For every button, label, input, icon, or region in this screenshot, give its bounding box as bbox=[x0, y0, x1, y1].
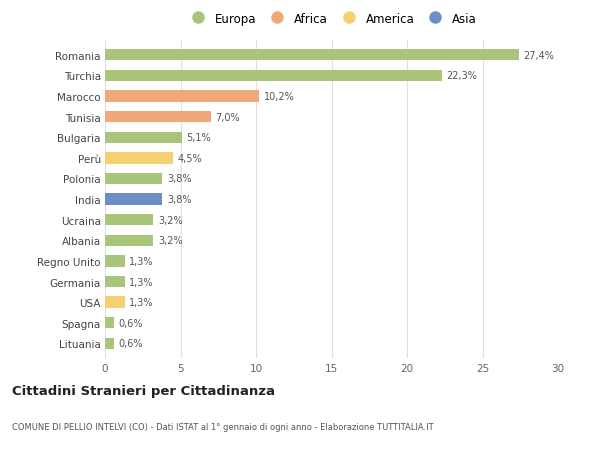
Bar bbox=[105, 91, 259, 102]
Text: 0,6%: 0,6% bbox=[119, 318, 143, 328]
Text: 0,6%: 0,6% bbox=[119, 339, 143, 349]
Legend: Europa, Africa, America, Asia: Europa, Africa, America, Asia bbox=[183, 9, 480, 29]
Text: 3,8%: 3,8% bbox=[167, 174, 191, 184]
Bar bbox=[105, 194, 163, 205]
Text: 1,3%: 1,3% bbox=[129, 277, 154, 287]
Bar bbox=[105, 132, 182, 144]
Bar bbox=[105, 276, 125, 288]
Text: 1,3%: 1,3% bbox=[129, 297, 154, 308]
Text: 22,3%: 22,3% bbox=[446, 71, 477, 81]
Bar bbox=[105, 153, 173, 164]
Text: 3,2%: 3,2% bbox=[158, 236, 182, 246]
Text: 27,4%: 27,4% bbox=[523, 50, 554, 61]
Bar bbox=[105, 338, 114, 349]
Text: Cittadini Stranieri per Cittadinanza: Cittadini Stranieri per Cittadinanza bbox=[12, 384, 275, 397]
Bar bbox=[105, 174, 163, 185]
Text: COMUNE DI PELLIO INTELVI (CO) - Dati ISTAT al 1° gennaio di ogni anno - Elaboraz: COMUNE DI PELLIO INTELVI (CO) - Dati IST… bbox=[12, 422, 434, 431]
Text: 10,2%: 10,2% bbox=[263, 92, 294, 102]
Bar bbox=[105, 297, 125, 308]
Text: 7,0%: 7,0% bbox=[215, 112, 240, 123]
Bar bbox=[105, 50, 519, 62]
Bar bbox=[105, 256, 125, 267]
Bar bbox=[105, 318, 114, 329]
Text: 3,2%: 3,2% bbox=[158, 215, 182, 225]
Text: 3,8%: 3,8% bbox=[167, 195, 191, 205]
Bar bbox=[105, 71, 442, 82]
Bar bbox=[105, 214, 154, 226]
Text: 4,5%: 4,5% bbox=[178, 154, 202, 163]
Bar bbox=[105, 235, 154, 246]
Text: 5,1%: 5,1% bbox=[187, 133, 211, 143]
Text: 1,3%: 1,3% bbox=[129, 257, 154, 266]
Bar bbox=[105, 112, 211, 123]
